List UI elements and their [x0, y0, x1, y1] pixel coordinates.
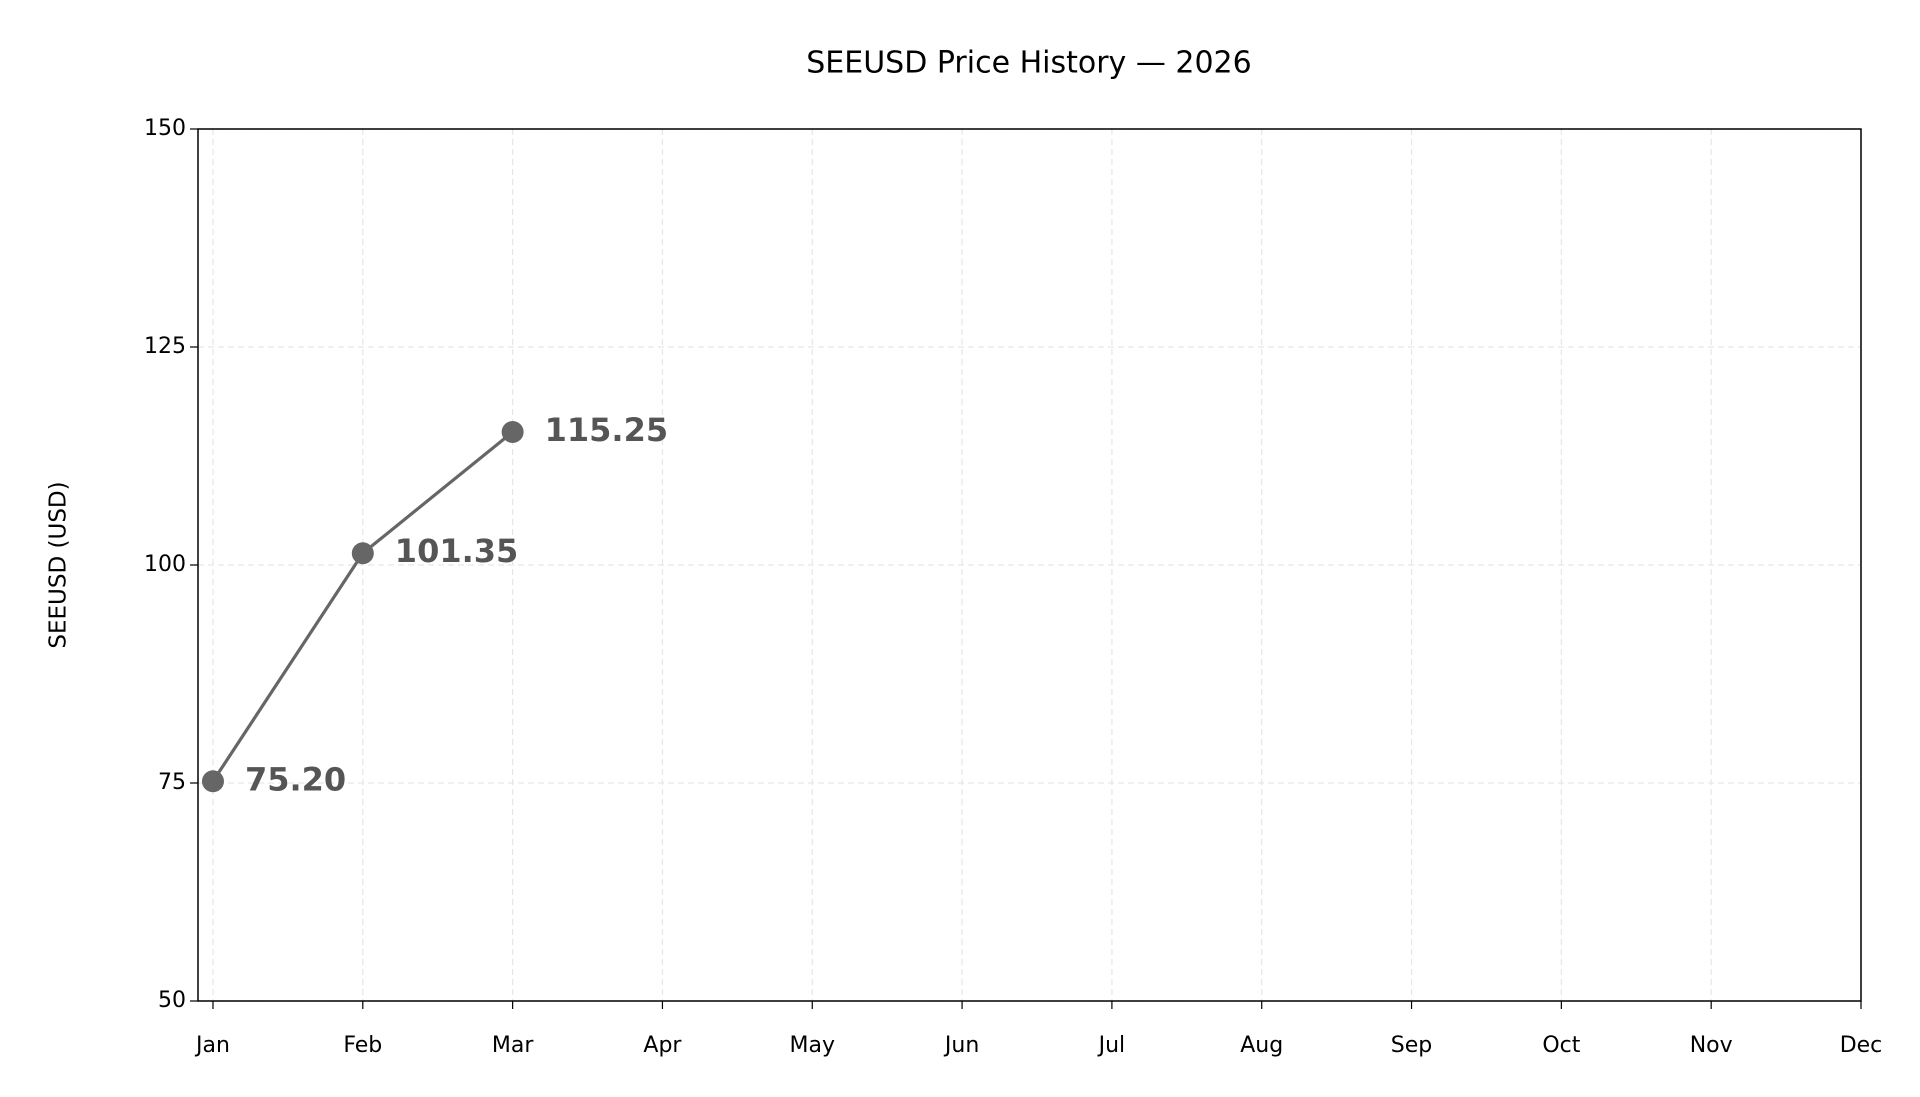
x-tick-label: Nov: [1690, 1033, 1733, 1058]
y-tick-label: 125: [144, 334, 186, 359]
value-label: 75.20: [245, 760, 346, 798]
x-tick-label: Aug: [1240, 1033, 1283, 1058]
x-tick-label: Jul: [1097, 1033, 1126, 1058]
x-tick-label: Apr: [643, 1033, 682, 1058]
x-tick-label: Dec: [1840, 1033, 1883, 1058]
y-axis-label: SEEUSD (USD): [46, 481, 72, 648]
y-tick-label: 150: [144, 116, 186, 141]
x-tick-label: Oct: [1542, 1033, 1580, 1058]
chart-title: SEEUSD Price History — 2026: [806, 46, 1251, 81]
y-tick-label: 50: [158, 988, 186, 1013]
y-tick-label: 75: [158, 770, 186, 795]
x-tick-label: Mar: [492, 1033, 534, 1058]
point: [201, 770, 224, 793]
x-tick-label: May: [790, 1033, 835, 1058]
point: [501, 421, 524, 444]
x-tick-label: Sep: [1391, 1033, 1432, 1058]
x-tick-label: Jun: [943, 1033, 979, 1058]
x-tick-label: Feb: [343, 1033, 382, 1058]
point: [351, 542, 374, 565]
value-label: 115.25: [545, 411, 668, 449]
value-label: 101.35: [395, 532, 518, 570]
plot-frame: [197, 128, 1862, 1002]
x-tick-label: Jan: [194, 1033, 230, 1058]
y-tick-label: 100: [144, 552, 186, 577]
